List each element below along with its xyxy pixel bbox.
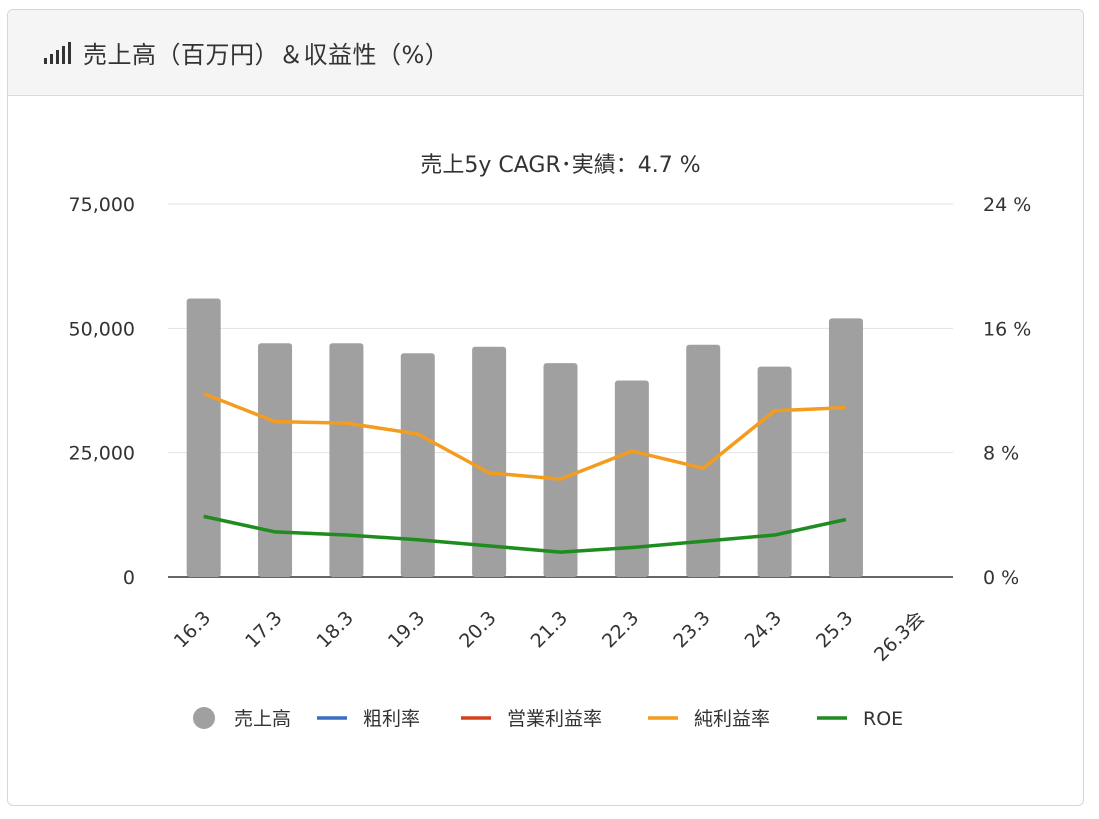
x-tick-label: 25.3	[812, 607, 857, 652]
bar	[543, 363, 578, 577]
chart-area: 売上5y CAGR･実績：4.7 % 75,000 50,000 25,000 0 24 …	[8, 97, 1083, 805]
combo-chart: 売上5y CAGR･実績：4.7 % 75,000 50,000 25,000 0 24 …	[69, 153, 1032, 730]
x-tick-label: 24.3	[741, 607, 786, 652]
y-left-tick-label: 75,000	[69, 194, 135, 216]
chart-card: 売上高（百万円）＆収益性（%） 売上5y CAGR･実績：4.7 % 75,000…	[7, 9, 1084, 806]
bar	[828, 318, 863, 577]
signal-bars-icon	[44, 41, 71, 64]
legend-label: 売上高	[234, 708, 291, 730]
x-tick-label: 26.3会	[870, 607, 929, 666]
y-left-tick-label: 25,000	[69, 443, 135, 465]
x-tick-label: 20.3	[455, 607, 500, 652]
y-right-tick-label: 8 %	[983, 443, 1019, 465]
series-line-純利益率	[203, 391, 847, 481]
bar	[757, 366, 792, 577]
x-tick-label: 22.3	[598, 607, 643, 652]
x-tick-label: 16.3	[170, 607, 215, 652]
legend-label: 営業利益率	[507, 708, 602, 730]
y-right-tick-label: 24 %	[983, 194, 1031, 216]
x-tick-label: 17.3	[241, 607, 286, 652]
x-tick-label: 18.3	[312, 607, 357, 652]
legend-label: ROE	[863, 708, 903, 730]
x-tick-label: 19.3	[384, 607, 429, 652]
series-line-ROE	[203, 514, 847, 554]
legend-marker	[193, 707, 215, 729]
y-right-tick-label: 16 %	[983, 318, 1031, 340]
bar	[472, 346, 507, 577]
card-title: 売上高（百万円）＆収益性（%）	[83, 41, 450, 69]
legend-label: 純利益率	[694, 708, 770, 730]
bar	[186, 298, 221, 577]
x-tick-label: 23.3	[669, 607, 714, 652]
bar	[258, 343, 293, 577]
x-tick-label: 21.3	[527, 607, 572, 652]
y-right-tick-label: 0 %	[983, 567, 1019, 589]
bar	[614, 380, 649, 577]
bar	[400, 353, 435, 577]
bar	[686, 344, 721, 577]
card-header: 売上高（百万円）＆収益性（%）	[8, 10, 1083, 96]
legend-label: 粗利率	[363, 708, 420, 730]
bar	[329, 343, 364, 577]
y-left-tick-label: 50,000	[69, 318, 135, 340]
chart-title: 売上5y CAGR･実績：4.7 %	[420, 153, 700, 178]
y-left-tick-label: 0	[123, 567, 135, 589]
